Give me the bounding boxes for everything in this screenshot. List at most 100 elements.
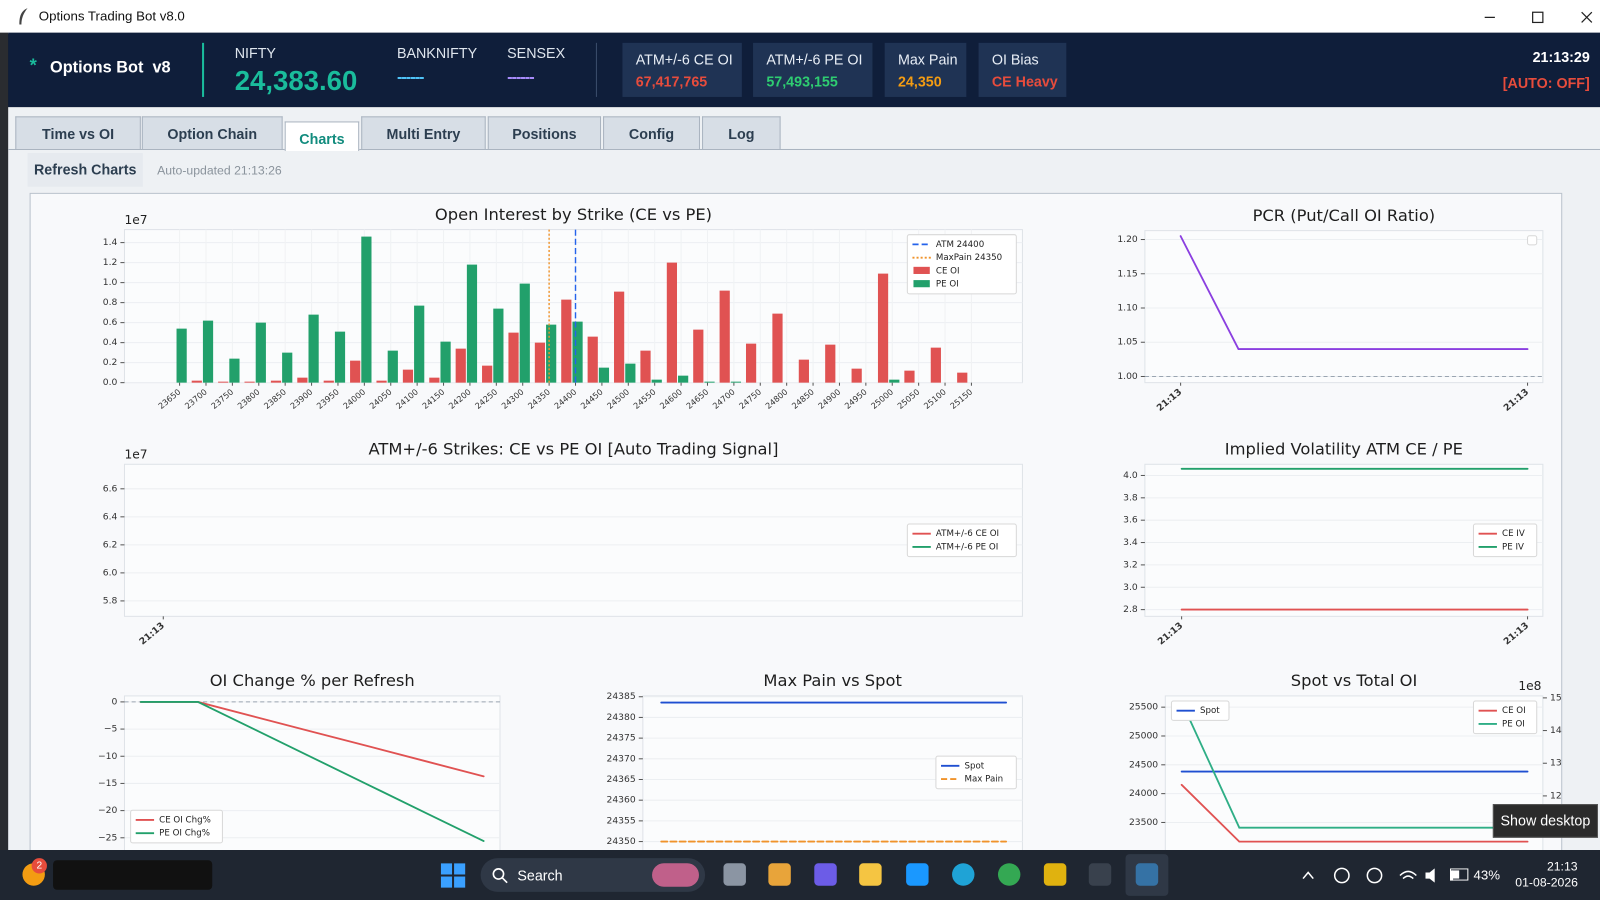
bar (429, 377, 440, 383)
y-tick-label: −25 (98, 832, 118, 843)
x-tick-label: 24550 (631, 387, 657, 411)
bar (361, 236, 372, 383)
stat-label: ATM+/-6 PE OI (766, 51, 863, 68)
x-tick-label: 24150 (420, 387, 446, 411)
chart-title: OI Change % per Refresh (210, 671, 415, 690)
divider (202, 42, 205, 97)
app-icon[interactable] (952, 863, 975, 886)
x-tick-label: 24200 (447, 387, 473, 411)
tab[interactable]: Time vs OI (15, 116, 141, 149)
tab[interactable]: Multi Entry (361, 116, 486, 149)
search-box[interactable]: Search (480, 858, 706, 892)
offset-label: 1e7 (124, 448, 147, 462)
charts: Open Interest by Strike (CE vs PE) 1e7 0.0… (98, 205, 1562, 850)
y-tick-label: 24500 (1129, 759, 1158, 770)
app-icon[interactable] (859, 863, 882, 886)
tab[interactable]: Config (603, 116, 700, 149)
bar (825, 344, 836, 383)
app-icon[interactable] (1088, 863, 1112, 886)
search-art (652, 863, 699, 887)
x-tick-label: 23700 (183, 387, 209, 411)
legend-label: CE OI Chg% (159, 815, 211, 825)
bar (904, 370, 915, 383)
legend-box (1472, 700, 1538, 735)
tab[interactable]: Charts (284, 121, 360, 152)
legend-swatch (913, 280, 930, 288)
stat-label: Max Pain (897, 51, 958, 68)
legend-label: CE OI (1502, 706, 1526, 716)
active-app[interactable] (1125, 854, 1169, 896)
y-tick-label: 1.00 (1117, 371, 1138, 382)
x-tick-label: 24300 (499, 387, 525, 411)
window-controls[interactable] (1480, 6, 1600, 28)
bar (625, 363, 636, 383)
y-tick-label: 6.6 (103, 483, 118, 494)
app-icon (19, 8, 28, 25)
bar (678, 375, 689, 383)
y-tick-label: 1.2 (103, 257, 118, 268)
app-icon[interactable] (723, 863, 746, 886)
legend-label: CE OI (936, 266, 960, 276)
app-icon[interactable] (906, 863, 929, 886)
y-tick-label: 5.8 (103, 595, 118, 606)
index-name: NIFTY (234, 44, 276, 62)
bar (244, 381, 255, 383)
battery-icon (1449, 868, 1469, 881)
y-tick-label: 6.2 (103, 539, 118, 550)
window-title: Options Trading Bot v8.0 (38, 8, 185, 24)
x-tick-label: 24800 (763, 387, 789, 411)
bar (651, 379, 662, 383)
y-tick-label: −10 (98, 751, 118, 762)
series-line (1180, 700, 1529, 829)
x-tick-label: 24500 (605, 387, 631, 411)
bar (270, 380, 282, 383)
legend-box (935, 755, 1017, 790)
tool-strip[interactable] (53, 860, 213, 890)
x-tick-label: 25050 (895, 387, 921, 411)
index-value: ------ (507, 69, 535, 87)
bar (719, 290, 730, 383)
bar (851, 368, 862, 383)
bar (534, 342, 546, 383)
app-icon[interactable] (768, 863, 791, 886)
stat-value: CE Heavy (991, 73, 1058, 90)
x-tick-label: 21:13 (137, 620, 166, 647)
y-tick-label: −5 (104, 724, 118, 735)
tab[interactable]: Positions (487, 116, 602, 149)
bar (877, 273, 889, 383)
y-tick-label: 2.8 (1123, 604, 1138, 615)
bar (587, 336, 598, 383)
tooltip: Show desktop (1492, 804, 1598, 838)
y-tick-label: 4.0 (1123, 470, 1138, 481)
x-tick-label: 24450 (578, 387, 604, 411)
bar (282, 352, 293, 383)
chart-title: Max Pain vs Spot (763, 671, 902, 690)
y-tick-label: −20 (98, 805, 118, 816)
tab[interactable]: Option Chain (141, 116, 283, 149)
x-tick-label: 24600 (658, 387, 684, 411)
x-tick-label: 24050 (367, 387, 393, 411)
refresh-button[interactable]: Refresh Charts (27, 153, 143, 187)
bar (323, 380, 334, 383)
bar (693, 329, 704, 383)
start-button[interactable] (440, 863, 466, 888)
stat-box: ATM+/-6 CE OI 67,417,765 (622, 42, 742, 97)
clock: 21:13 (1546, 859, 1578, 874)
app-icon[interactable] (814, 863, 837, 886)
y-tick-label: 1.05 (1117, 337, 1138, 348)
y-tick-label: 25500 (1129, 702, 1158, 713)
tab[interactable]: Log (702, 116, 781, 149)
app-icon[interactable] (1043, 863, 1067, 886)
y-tick-label: 3.6 (1123, 515, 1138, 526)
y-tick-label: 24380 (607, 712, 636, 723)
bar (402, 369, 414, 383)
x-tick-label: 23900 (288, 387, 314, 411)
app-icon[interactable] (997, 863, 1021, 886)
y-tick-label: 6.0 (103, 567, 118, 578)
tray-icons[interactable] (1301, 866, 1454, 884)
x-tick-label: 25000 (869, 387, 895, 411)
y-tick-label: 0.6 (103, 317, 118, 328)
y-tick-label: 3.2 (1123, 559, 1138, 570)
y-tick-label: 3.4 (1123, 537, 1138, 548)
